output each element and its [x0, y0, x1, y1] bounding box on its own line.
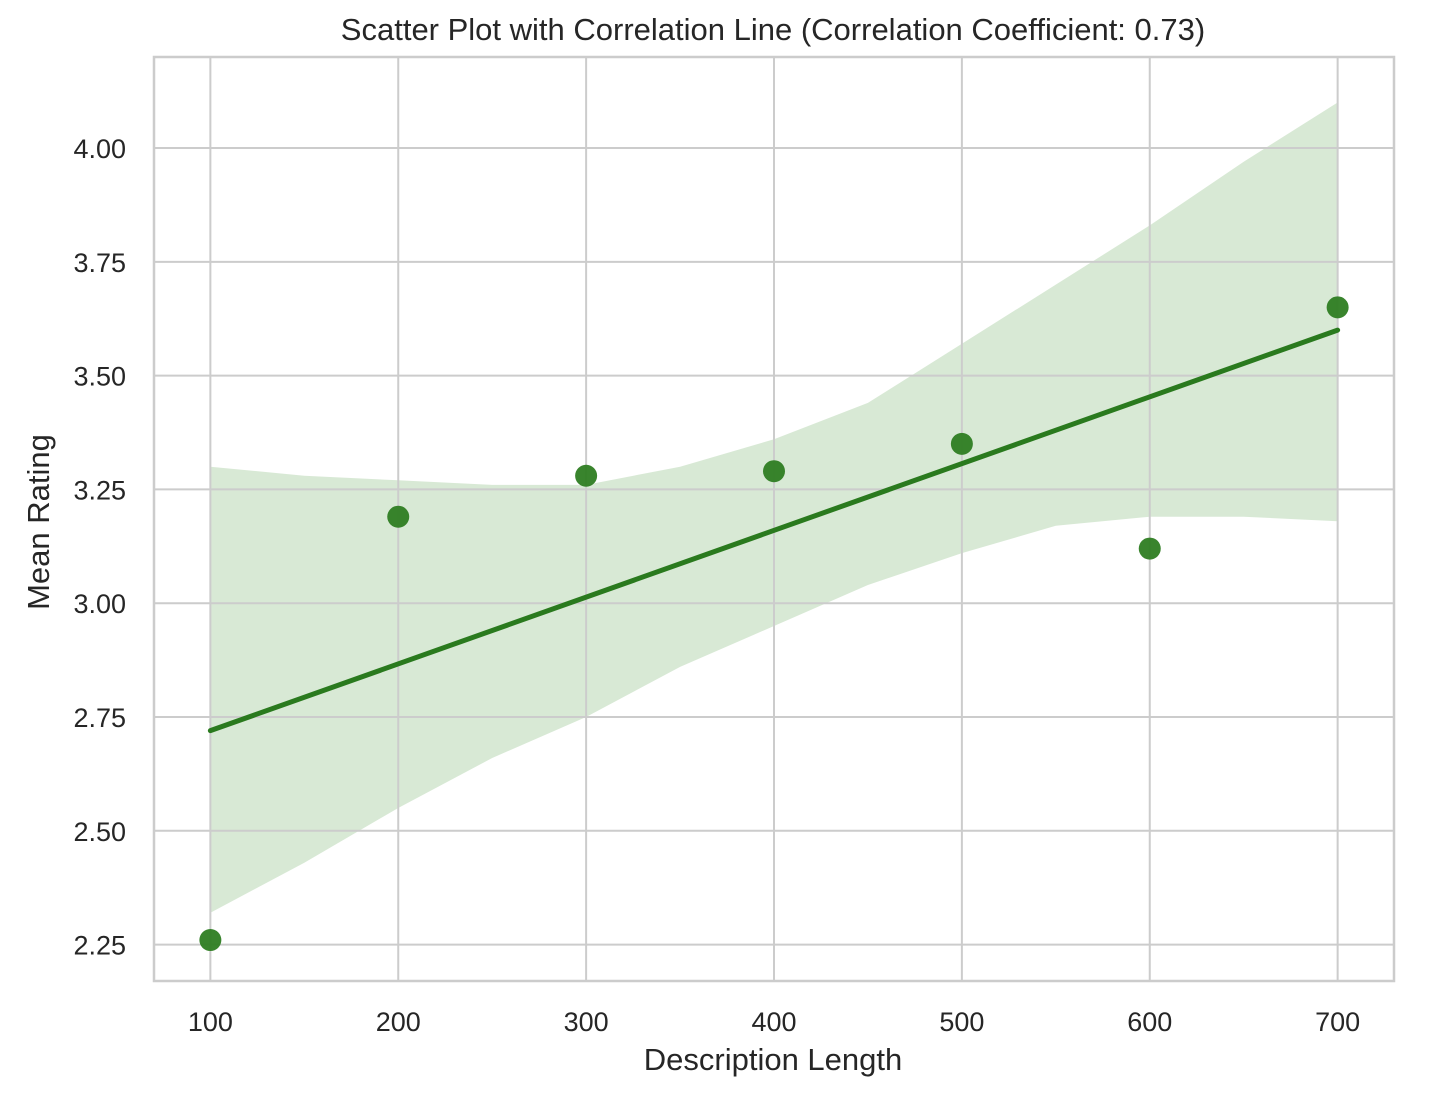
grid-layer	[154, 57, 1394, 981]
y-tick-label: 2.25	[73, 931, 126, 961]
x-tick-labels: 100 200 300 400 500 600 700	[188, 1007, 1360, 1037]
y-tick-label: 3.00	[73, 589, 126, 619]
x-tick-label: 300	[564, 1007, 609, 1037]
y-tick-label: 3.25	[73, 475, 126, 505]
y-axis-label: Mean Rating	[21, 434, 56, 610]
regression-line	[207, 327, 1341, 734]
x-axis-label: Description Length	[644, 1042, 903, 1077]
y-tick-label: 2.75	[73, 703, 126, 733]
regression-line-layer	[207, 327, 1341, 734]
x-tick-label: 400	[751, 1007, 796, 1037]
data-point	[199, 929, 222, 952]
data-point	[950, 432, 973, 455]
chart-title: Scatter Plot with Correlation Line (Corr…	[341, 12, 1205, 47]
x-tick-label: 200	[376, 1007, 421, 1037]
x-tick-label: 700	[1315, 1007, 1360, 1037]
x-tick-label: 100	[188, 1007, 233, 1037]
data-point	[763, 460, 785, 483]
y-tick-label: 4.00	[73, 134, 126, 164]
y-tick-label: 3.75	[73, 248, 126, 278]
data-point	[1326, 296, 1349, 319]
y-tick-label: 2.50	[73, 817, 126, 847]
x-tick-label: 500	[939, 1007, 984, 1037]
x-tick-label: 600	[1127, 1007, 1172, 1037]
data-point	[575, 464, 598, 487]
plot-frame	[152, 55, 1396, 983]
data-point	[387, 505, 410, 528]
y-tick-label: 3.50	[73, 362, 126, 392]
y-tick-labels: 2.25 2.50 2.75 3.00 3.25 3.50 3.75 4.00	[73, 134, 126, 961]
data-points-layer	[199, 296, 1349, 952]
data-point	[1138, 537, 1161, 560]
